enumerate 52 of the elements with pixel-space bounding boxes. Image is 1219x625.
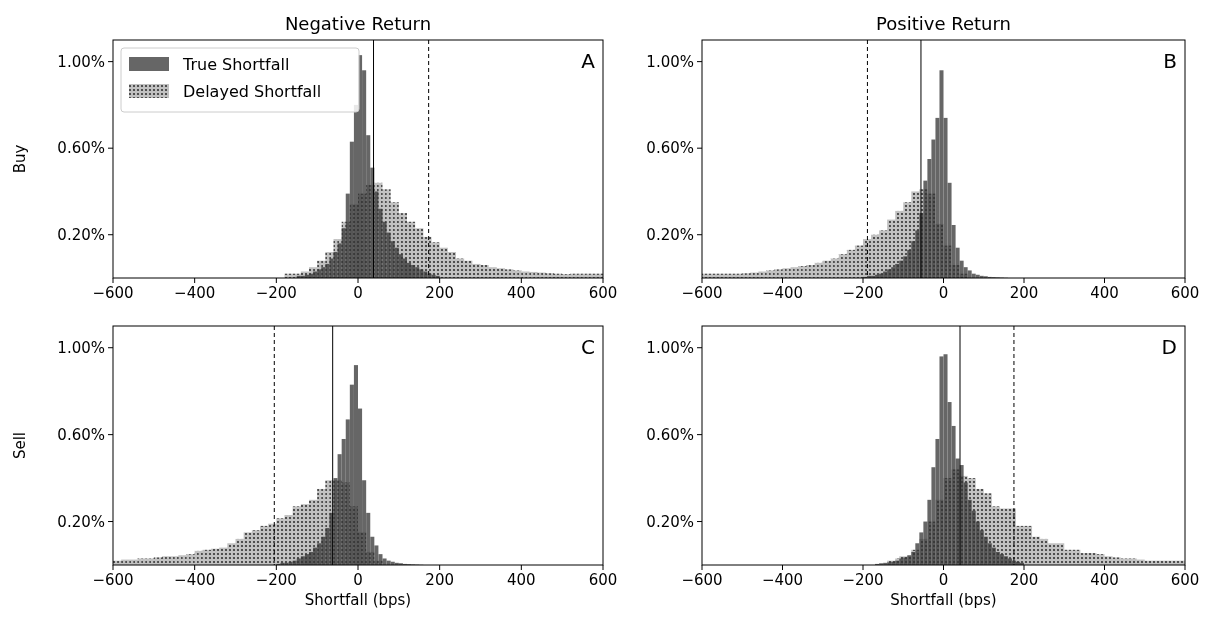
x-tick-label: 400	[507, 284, 536, 302]
x-tick-label: 400	[1090, 284, 1119, 302]
x-tick-label: −400	[761, 284, 804, 302]
x-tick-label: 0	[353, 571, 363, 589]
x-tick-label: 200	[1009, 571, 1039, 589]
y-tick-label: 0.20%	[57, 225, 105, 244]
x-tick-label: −600	[92, 571, 134, 589]
x-tick-label: −400	[174, 284, 216, 302]
y-tick-label: 1.00%	[646, 338, 694, 357]
x-tick-label: 200	[1009, 284, 1039, 302]
annotation: A	[581, 49, 596, 73]
y-axis-title: Buy	[11, 144, 29, 174]
x-axis-title: Shortfall (bps)	[890, 591, 997, 609]
annotation: D	[1161, 335, 1177, 359]
y-tick-label: 1.00%	[57, 338, 105, 357]
x-tick-label: −200	[255, 571, 297, 589]
y-tick-label: 0.20%	[646, 512, 694, 531]
x-tick-label: 600	[1170, 571, 1200, 589]
x-tick-label: 200	[425, 571, 454, 589]
y-tick-label: 1.00%	[57, 52, 105, 71]
y-tick-label: 1.00%	[646, 52, 694, 71]
x-tick-label: −200	[842, 284, 884, 302]
x-tick-label: −600	[92, 284, 134, 302]
x-tick-label: −200	[842, 571, 884, 589]
chart-title: Positive Return	[876, 13, 1011, 34]
y-tick-label: 0.60%	[57, 425, 105, 444]
x-tick-label: −600	[681, 571, 723, 589]
y-tick-label: 0.60%	[646, 139, 694, 158]
x-tick-label: 200	[425, 284, 454, 302]
x-tick-label: 600	[588, 571, 618, 589]
chart-title: Negative Return	[284, 13, 432, 34]
x-tick-label: 0	[938, 571, 949, 589]
x-tick-label: 400	[507, 571, 536, 589]
x-tick-label: −400	[761, 571, 804, 589]
x-tick-label: 0	[353, 284, 363, 302]
y-tick-label: 0.60%	[646, 425, 694, 444]
x-tick-label: 600	[588, 284, 618, 302]
legend-label: True Shortfall	[182, 55, 290, 74]
y-tick-label: 0.60%	[57, 139, 105, 158]
x-axis-title: Shortfall (bps)	[304, 591, 412, 609]
annotation: C	[581, 335, 595, 359]
x-tick-label: 600	[1170, 284, 1200, 302]
x-tick-label: −200	[255, 284, 297, 302]
y-tick-label: 0.20%	[57, 512, 105, 531]
legend-label: Delayed Shortfall	[183, 82, 322, 101]
y-tick-label: 0.20%	[646, 225, 694, 244]
x-tick-label: 400	[1090, 571, 1119, 589]
x-tick-label: −600	[681, 284, 723, 302]
annotation: B	[1163, 49, 1177, 73]
x-tick-label: −400	[174, 571, 216, 589]
y-axis-title: Sell	[11, 431, 29, 460]
x-tick-label: 0	[938, 284, 949, 302]
